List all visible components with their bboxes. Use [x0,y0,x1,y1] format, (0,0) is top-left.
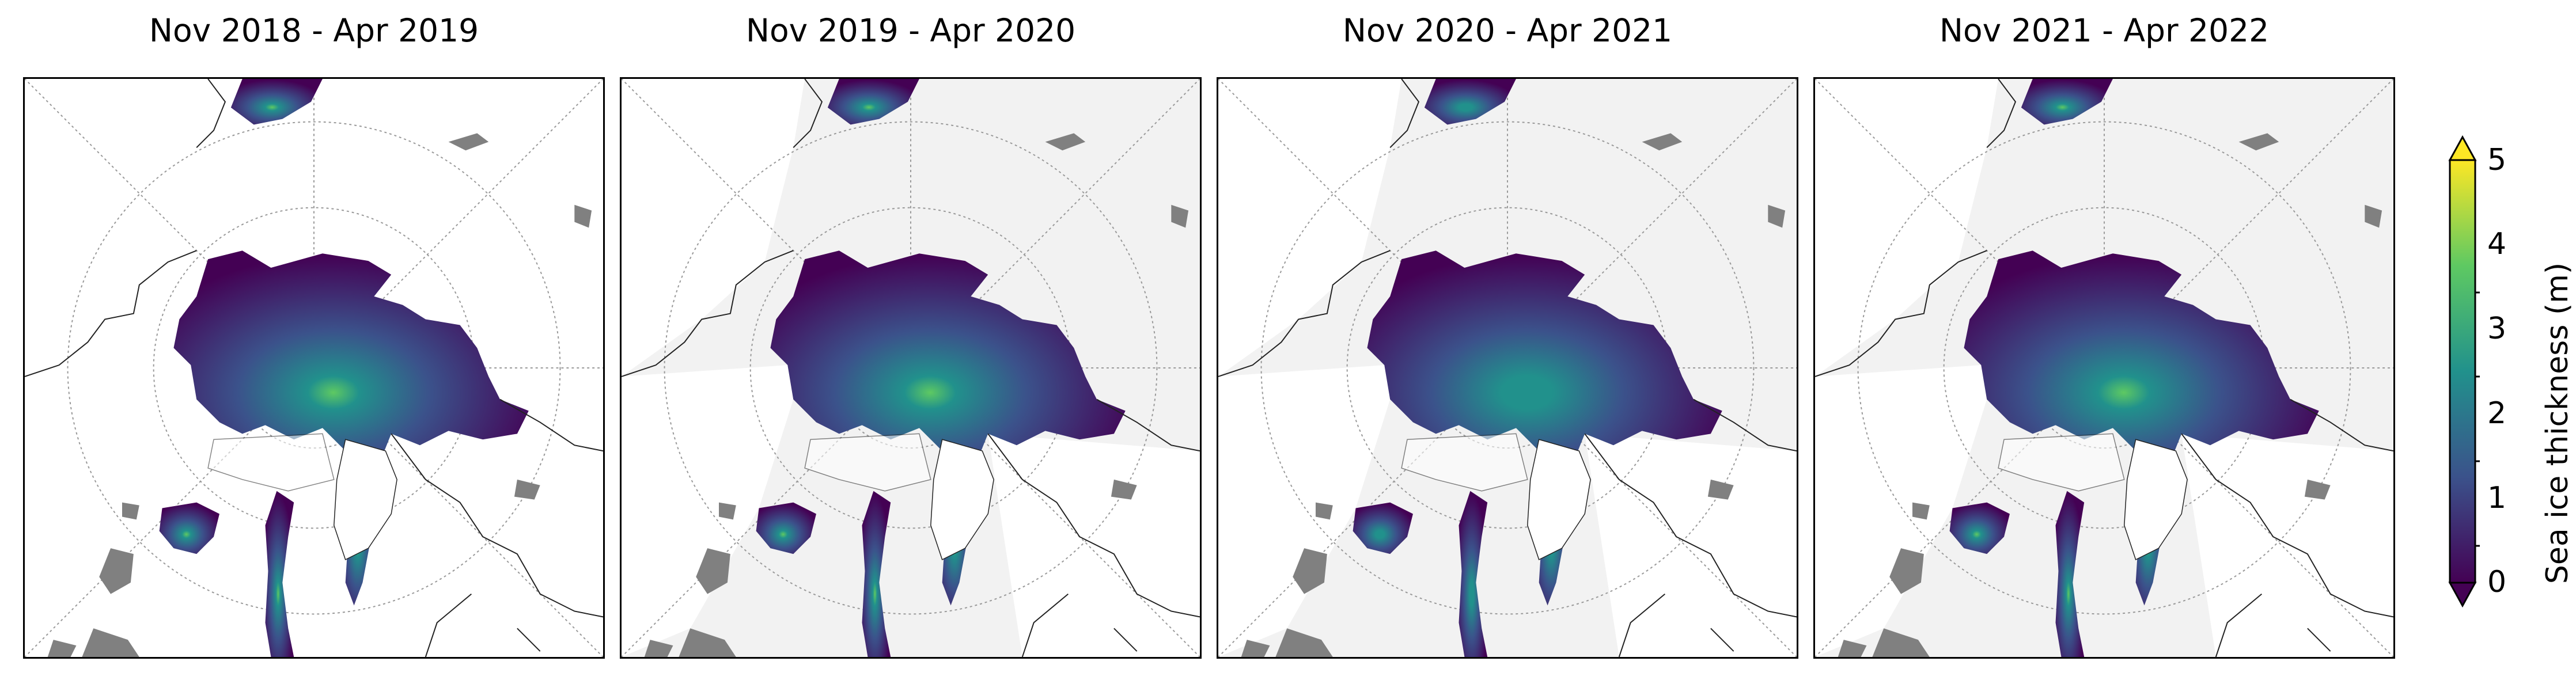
coastline [1218,79,1797,657]
land-mass [1815,79,1999,377]
map-panel-4 [1813,77,2395,659]
coastline [1815,79,2393,657]
arctic-archipelago [1998,433,2125,492]
colorbar-extend-min [2448,582,2477,608]
colorbar-tick-2: 2 [2487,396,2507,431]
lakes [1241,133,1786,657]
arctic-archipelago [1401,433,1528,492]
colorbar-tick-1: 1 [2487,481,2507,515]
land-mass [391,434,603,657]
lakes [644,133,1189,657]
lakes [1838,133,2382,657]
map-svg [1218,79,1797,657]
colorbar-tick-5: 5 [2487,143,2507,177]
colorbar-label: Sea ice thickness (m) [2540,262,2575,584]
land-mass [622,79,805,377]
land-mass [2181,434,2393,657]
arctic-archipelago [804,433,931,492]
lakes [47,133,592,657]
greenland-landmass [2124,439,2188,561]
sea-ice-thickness [1949,79,2319,657]
land-mass [622,365,794,657]
panel-title-1: Nov 2018 - Apr 2019 [149,12,479,49]
land-mass [988,434,1200,657]
map-svg [1815,79,2393,657]
colorbar-body [2449,159,2476,584]
land-mass [1218,365,1391,657]
greenland-landmass [334,439,397,561]
panel-title-2: Nov 2019 - Apr 2020 [745,12,1076,49]
coastline [622,79,1200,657]
land-mass [25,79,209,377]
arctic-archipelago [207,433,335,492]
map-panel-2 [620,77,1202,659]
colorbar-tick-4: 4 [2487,227,2507,261]
panel-title-3: Nov 2020 - Apr 2021 [1342,12,1673,49]
land-mass [25,365,197,657]
panel-title-4: Nov 2021 - Apr 2022 [1939,12,2270,49]
map-panel-3 [1217,77,1798,659]
greenland-landmass [930,439,994,561]
land-mass [1585,434,1797,657]
colorbar-extend-max [2448,135,2477,161]
land-mass [1815,365,1987,657]
colorbar [2448,135,2480,608]
greenland-landmass [1527,439,1591,561]
map-svg [622,79,1200,657]
map-svg [25,79,603,657]
coastline [25,79,603,657]
land-mass [1218,79,1402,377]
map-panel-1 [23,77,605,659]
colorbar-tick-3: 3 [2487,311,2507,346]
colorbar-tick-0: 0 [2487,565,2507,599]
